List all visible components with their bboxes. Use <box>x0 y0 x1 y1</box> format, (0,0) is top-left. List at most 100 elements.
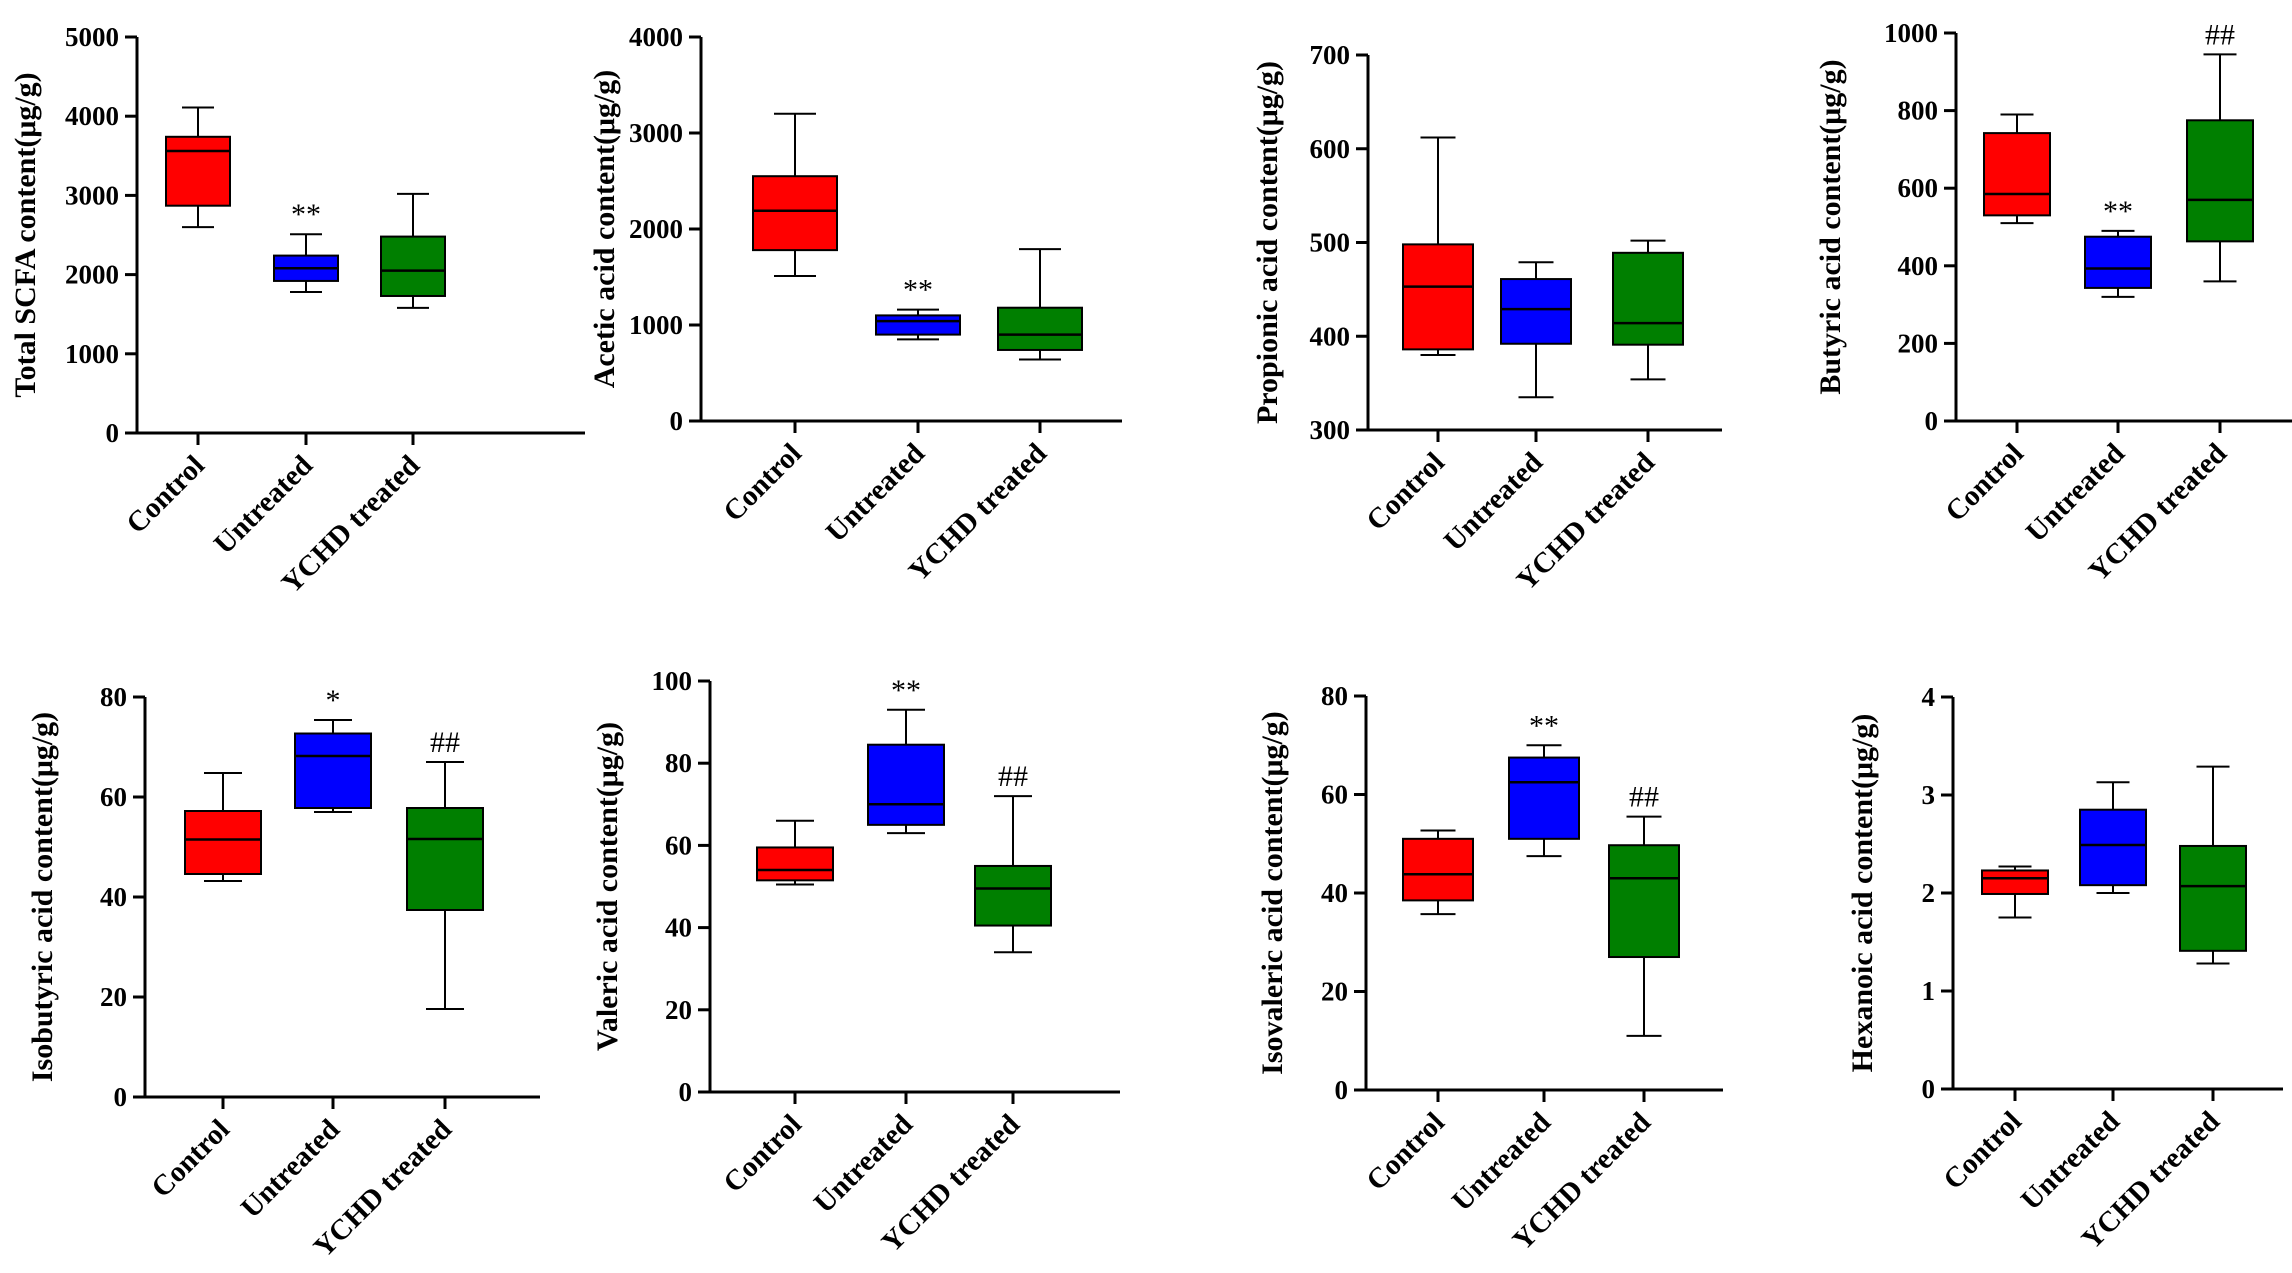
box-ychd-treated: ## <box>406 726 484 1010</box>
y-tick-label: 2000 <box>629 214 683 244</box>
y-tick-label: 3000 <box>629 118 683 148</box>
y-tick-label: 40 <box>665 913 692 943</box>
y-tick-label: 20 <box>1321 977 1348 1007</box>
x-category-label: Untreated <box>208 449 319 560</box>
box-iqr <box>1500 278 1572 345</box>
y-tick-label: 500 <box>1310 228 1351 258</box>
y-tick-label: 4 <box>1922 682 1936 712</box>
box-control <box>1402 829 1474 916</box>
box-control <box>752 112 838 278</box>
box-untreated: ** <box>1508 709 1580 858</box>
y-tick-label: 40 <box>100 882 127 912</box>
y-tick-label: 0 <box>670 406 684 436</box>
box-untreated <box>2079 781 2147 894</box>
box-untreated: ** <box>867 674 945 835</box>
y-axis-title: Total SCFA content(μg/g) <box>9 72 42 397</box>
box-untreated: * <box>294 684 372 813</box>
box-control <box>1402 136 1474 356</box>
y-tick-label: 60 <box>100 782 127 812</box>
box-iqr <box>875 314 961 336</box>
chart-panel-5: 0 20 40 60 80 Isobutyric acid content(μg/g) Co… <box>26 682 540 1264</box>
y-tick-label: 2 <box>1922 878 1936 908</box>
y-tick-label: 0 <box>114 1082 128 1112</box>
box-control <box>1983 113 2051 225</box>
box-untreated: ** <box>2084 195 2152 298</box>
y-axis-title: Acetic acid content(μg/g) <box>588 70 621 389</box>
box-control <box>184 772 262 882</box>
box-iqr <box>2079 808 2147 887</box>
y-tick-label: 800 <box>1898 96 1939 126</box>
y-tick-label: 60 <box>1321 780 1348 810</box>
y-tick-label: 0 <box>1925 406 1939 436</box>
y-tick-label: 3000 <box>65 180 119 210</box>
box-iqr <box>380 235 446 297</box>
chart-panel-4: 0 200 400 600 800 1000 Butyric acid content(μg… <box>1814 18 2292 588</box>
box-iqr <box>165 135 231 207</box>
y-tick-label: 0 <box>1922 1074 1936 1104</box>
box-iqr <box>294 732 372 809</box>
box-ychd-treated: ## <box>1608 781 1680 1037</box>
box-iqr <box>974 864 1052 927</box>
y-axis-title: Propionic acid content(μg/g) <box>1251 61 1284 424</box>
box-iqr <box>756 846 834 882</box>
significance-marker: ** <box>1529 709 1559 742</box>
y-tick-label: 400 <box>1310 321 1351 351</box>
box-iqr <box>406 807 484 911</box>
y-tick-label: 3 <box>1922 780 1936 810</box>
y-tick-label: 300 <box>1310 415 1351 445</box>
y-tick-label: 0 <box>1335 1075 1349 1105</box>
y-axis-title: Butyric acid content(μg/g) <box>1814 59 1847 394</box>
significance-marker: ## <box>2205 18 2235 51</box>
y-tick-label: 100 <box>652 666 693 696</box>
box-untreated: ** <box>875 274 961 341</box>
x-category-label: Control <box>717 1108 808 1199</box>
chart-panel-6: 0 20 40 60 80 100 Valeric acid content(μg/g) Co… <box>591 666 1120 1259</box>
box-ychd-treated: ## <box>974 760 1052 954</box>
x-category-label: Control <box>1937 1105 2028 1196</box>
y-tick-label: 5000 <box>65 22 119 52</box>
y-tick-label: 20 <box>100 982 127 1012</box>
y-tick-label: 80 <box>1321 681 1348 711</box>
y-axis-title: Isobutyric acid content(μg/g) <box>26 712 59 1082</box>
box-iqr <box>1612 251 1684 346</box>
y-tick-label: 1000 <box>1884 18 1938 48</box>
y-axis-title: Valeric acid content(μg/g) <box>591 722 624 1051</box>
box-ychd-treated: ## <box>2186 18 2254 283</box>
box-ychd-treated <box>2179 765 2247 965</box>
box-iqr <box>997 306 1083 351</box>
box-iqr <box>752 175 838 252</box>
box-control <box>756 819 834 886</box>
box-iqr <box>1402 243 1474 351</box>
significance-marker: ## <box>1629 781 1659 814</box>
y-tick-label: 1000 <box>629 310 683 340</box>
x-category-label: Untreated <box>235 1113 346 1224</box>
y-tick-label: 80 <box>665 748 692 778</box>
box-control <box>1981 865 2049 919</box>
box-iqr <box>184 810 262 875</box>
significance-marker: ** <box>291 198 321 231</box>
significance-marker: ## <box>998 760 1028 793</box>
y-tick-label: 4000 <box>65 101 119 131</box>
x-category-label: Untreated <box>2020 437 2131 548</box>
y-tick-label: 700 <box>1310 40 1351 70</box>
y-tick-label: 80 <box>100 682 127 712</box>
box-iqr <box>1981 869 2049 895</box>
box-ychd-treated <box>997 248 1083 361</box>
y-tick-label: 1 <box>1922 976 1936 1006</box>
x-category-label: Untreated <box>1438 446 1549 557</box>
x-category-label: Control <box>1360 1106 1451 1197</box>
y-tick-label: 0 <box>679 1077 693 1107</box>
box-ychd-treated <box>1612 239 1684 381</box>
y-tick-label: 60 <box>665 830 692 860</box>
y-tick-label: 2000 <box>65 260 119 290</box>
x-category-label: Control <box>145 1113 236 1204</box>
y-tick-label: 0 <box>106 418 120 448</box>
y-tick-label: 40 <box>1321 878 1348 908</box>
box-ychd-treated <box>380 192 446 309</box>
box-iqr <box>2084 235 2152 289</box>
x-category-label: Control <box>120 449 211 540</box>
box-iqr <box>1983 132 2051 217</box>
chart-panel-2: 0 1000 2000 3000 4000 Acetic acid content(μg/… <box>588 22 1122 588</box>
box-iqr <box>1608 844 1680 959</box>
